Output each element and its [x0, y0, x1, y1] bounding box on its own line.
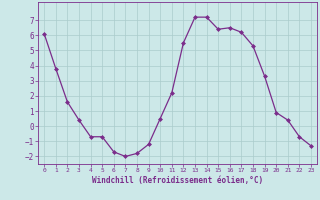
X-axis label: Windchill (Refroidissement éolien,°C): Windchill (Refroidissement éolien,°C)	[92, 176, 263, 185]
